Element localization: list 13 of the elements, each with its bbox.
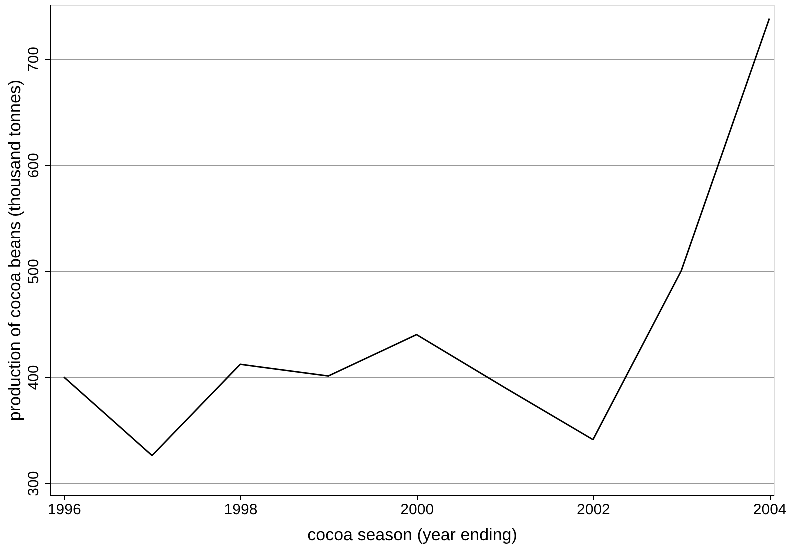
- x-tick-label: 2000: [400, 502, 434, 518]
- x-tick-label: 2004: [753, 502, 787, 518]
- y-tick-label: 300: [26, 471, 42, 496]
- y-tick-label: 600: [26, 153, 42, 178]
- y-tick-label: 500: [26, 259, 42, 284]
- y-tick-label: 700: [26, 47, 42, 72]
- y-tick-label: 400: [26, 365, 42, 390]
- x-tick-label: 1996: [48, 502, 82, 518]
- x-tick-label: 1998: [224, 502, 258, 518]
- x-tick-label: 2002: [577, 502, 610, 518]
- line-series: [63, 18, 770, 457]
- y-axis-title: production of cocoa beans (thousand tonnes): [6, 80, 24, 422]
- x-axis-title: cocoa season (year ending): [308, 526, 518, 544]
